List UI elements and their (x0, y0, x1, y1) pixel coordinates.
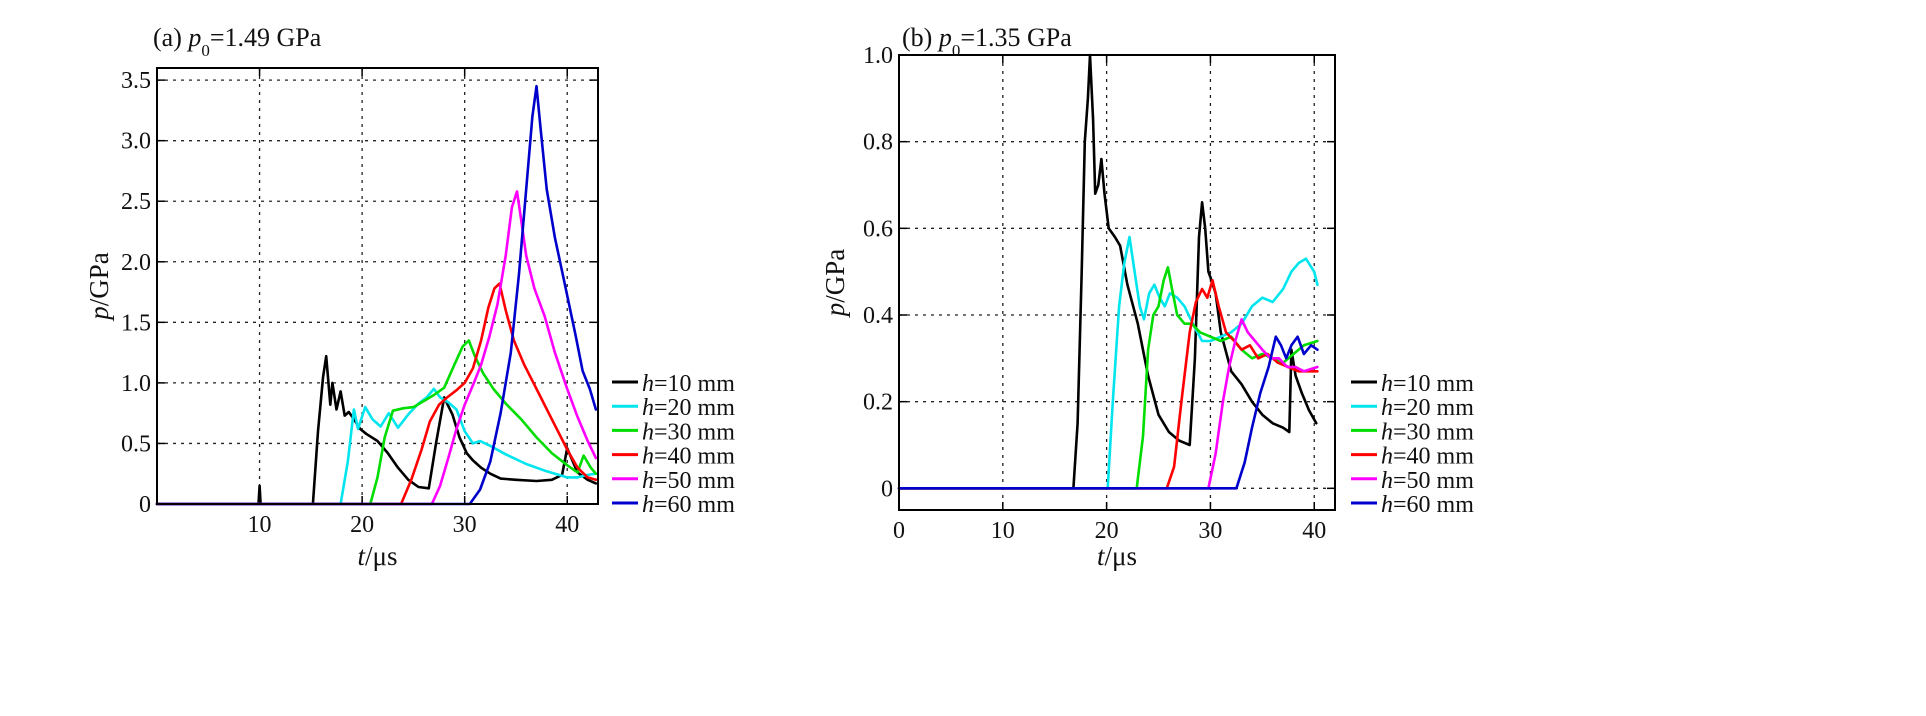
legend-item: h=40 mm (1351, 444, 1474, 470)
series-line-h-60-mm (897, 335, 1319, 490)
y-tick-label: 0.6 (863, 216, 893, 242)
legend-label: h=10 mm (642, 371, 735, 397)
x-tick-label: 40 (555, 512, 579, 538)
legend-label: h=40 mm (1381, 444, 1474, 470)
x-tick-label: 10 (248, 512, 272, 538)
legend-item: h=60 mm (612, 492, 735, 518)
y-tick-label: 0.2 (863, 390, 893, 416)
legend-item: h=10 mm (1351, 371, 1474, 397)
y-tick-label: 0.5 (121, 431, 151, 457)
y-tick-label: 1.0 (863, 43, 893, 69)
y-tick-label: 0 (881, 476, 893, 502)
y-axis-label: p/GPa (84, 252, 114, 322)
x-tick-label: 20 (1095, 518, 1119, 544)
chart-title: (b) p0=1.35 GPa (902, 23, 1072, 60)
legend-label: h=20 mm (1381, 395, 1474, 421)
legend-item: h=30 mm (1351, 419, 1474, 445)
panel-b: 0 0.2 0.4 0.6 0.8 1.0 0 10 20 30 40 (b) p0=1.35 GPa… (820, 23, 1474, 571)
series-line-h-30-mm (897, 265, 1319, 490)
x-tick-label: 30 (1198, 518, 1222, 544)
series-line-h-20-mm (155, 387, 598, 506)
y-tick-label: 3.0 (121, 129, 151, 155)
series-line-h-30-mm (155, 339, 598, 506)
y-tick-label: 2.0 (121, 250, 151, 276)
series-lines (155, 84, 598, 506)
x-axis-label: t/μs (1097, 541, 1137, 571)
legend-item: h=50 mm (612, 468, 735, 494)
series-line-h-60-mm (155, 84, 598, 506)
legend: h=10 mmh=20 mmh=30 mmh=40 mmh=50 mmh=60 … (612, 371, 735, 518)
x-tick-label: 10 (991, 518, 1015, 544)
y-axis-label: p/GPa (820, 249, 850, 319)
legend-label: h=40 mm (642, 444, 735, 470)
legend-label: h=50 mm (1381, 468, 1474, 494)
gridlines (157, 68, 598, 504)
legend-label: h=60 mm (1381, 492, 1474, 518)
y-tick-label: 3.5 (121, 68, 151, 94)
legend-item: h=20 mm (1351, 395, 1474, 421)
y-tick-label: 0.4 (863, 303, 893, 329)
series-line-h-40-mm (155, 282, 598, 506)
legend-label: h=10 mm (1381, 371, 1474, 397)
y-tick-label: 0 (139, 492, 151, 518)
legend-label: h=30 mm (1381, 419, 1474, 445)
series-lines (897, 53, 1319, 490)
x-tick-label: 30 (453, 512, 477, 538)
legend-label: h=60 mm (642, 492, 735, 518)
series-line-h-40-mm (897, 278, 1319, 490)
legend: h=10 mmh=20 mmh=30 mmh=40 mmh=50 mmh=60 … (1351, 371, 1474, 518)
panel-a: 0 0.5 1.0 1.5 2.0 2.5 3.0 3.5 10 20 30 40 (a) p0=1.4… (84, 23, 735, 571)
legend-label: h=20 mm (642, 395, 735, 421)
x-tick-label: 20 (350, 512, 374, 538)
legend-label: h=30 mm (642, 419, 735, 445)
y-tick-label: 1.5 (121, 310, 151, 336)
legend-item: h=30 mm (612, 419, 735, 445)
chart-title: (a) p0=1.49 GPa (153, 23, 322, 60)
legend-label: h=50 mm (642, 468, 735, 494)
x-tick-label: 40 (1302, 518, 1326, 544)
x-axis-label: t/μs (358, 541, 398, 571)
series-line-h-50-mm (155, 190, 598, 506)
series-line-h-50-mm (897, 317, 1319, 490)
y-tick-label: 2.5 (121, 189, 151, 215)
gridlines (899, 55, 1335, 510)
legend-item: h=50 mm (1351, 468, 1474, 494)
series-line-h-10-mm (155, 354, 598, 506)
y-tick-label: 1.0 (121, 371, 151, 397)
plot-frame (898, 54, 1336, 511)
legend-item: h=20 mm (612, 395, 735, 421)
tick-marks (898, 54, 1335, 510)
legend-item: h=40 mm (612, 444, 735, 470)
series-line-h-10-mm (897, 53, 1318, 490)
x-tick-label: 0 (893, 518, 905, 544)
legend-item: h=10 mm (612, 371, 735, 397)
legend-item: h=60 mm (1351, 492, 1474, 518)
series-line-h-20-mm (897, 235, 1319, 490)
y-tick-label: 0.8 (863, 130, 893, 156)
plot-frame (156, 67, 599, 505)
